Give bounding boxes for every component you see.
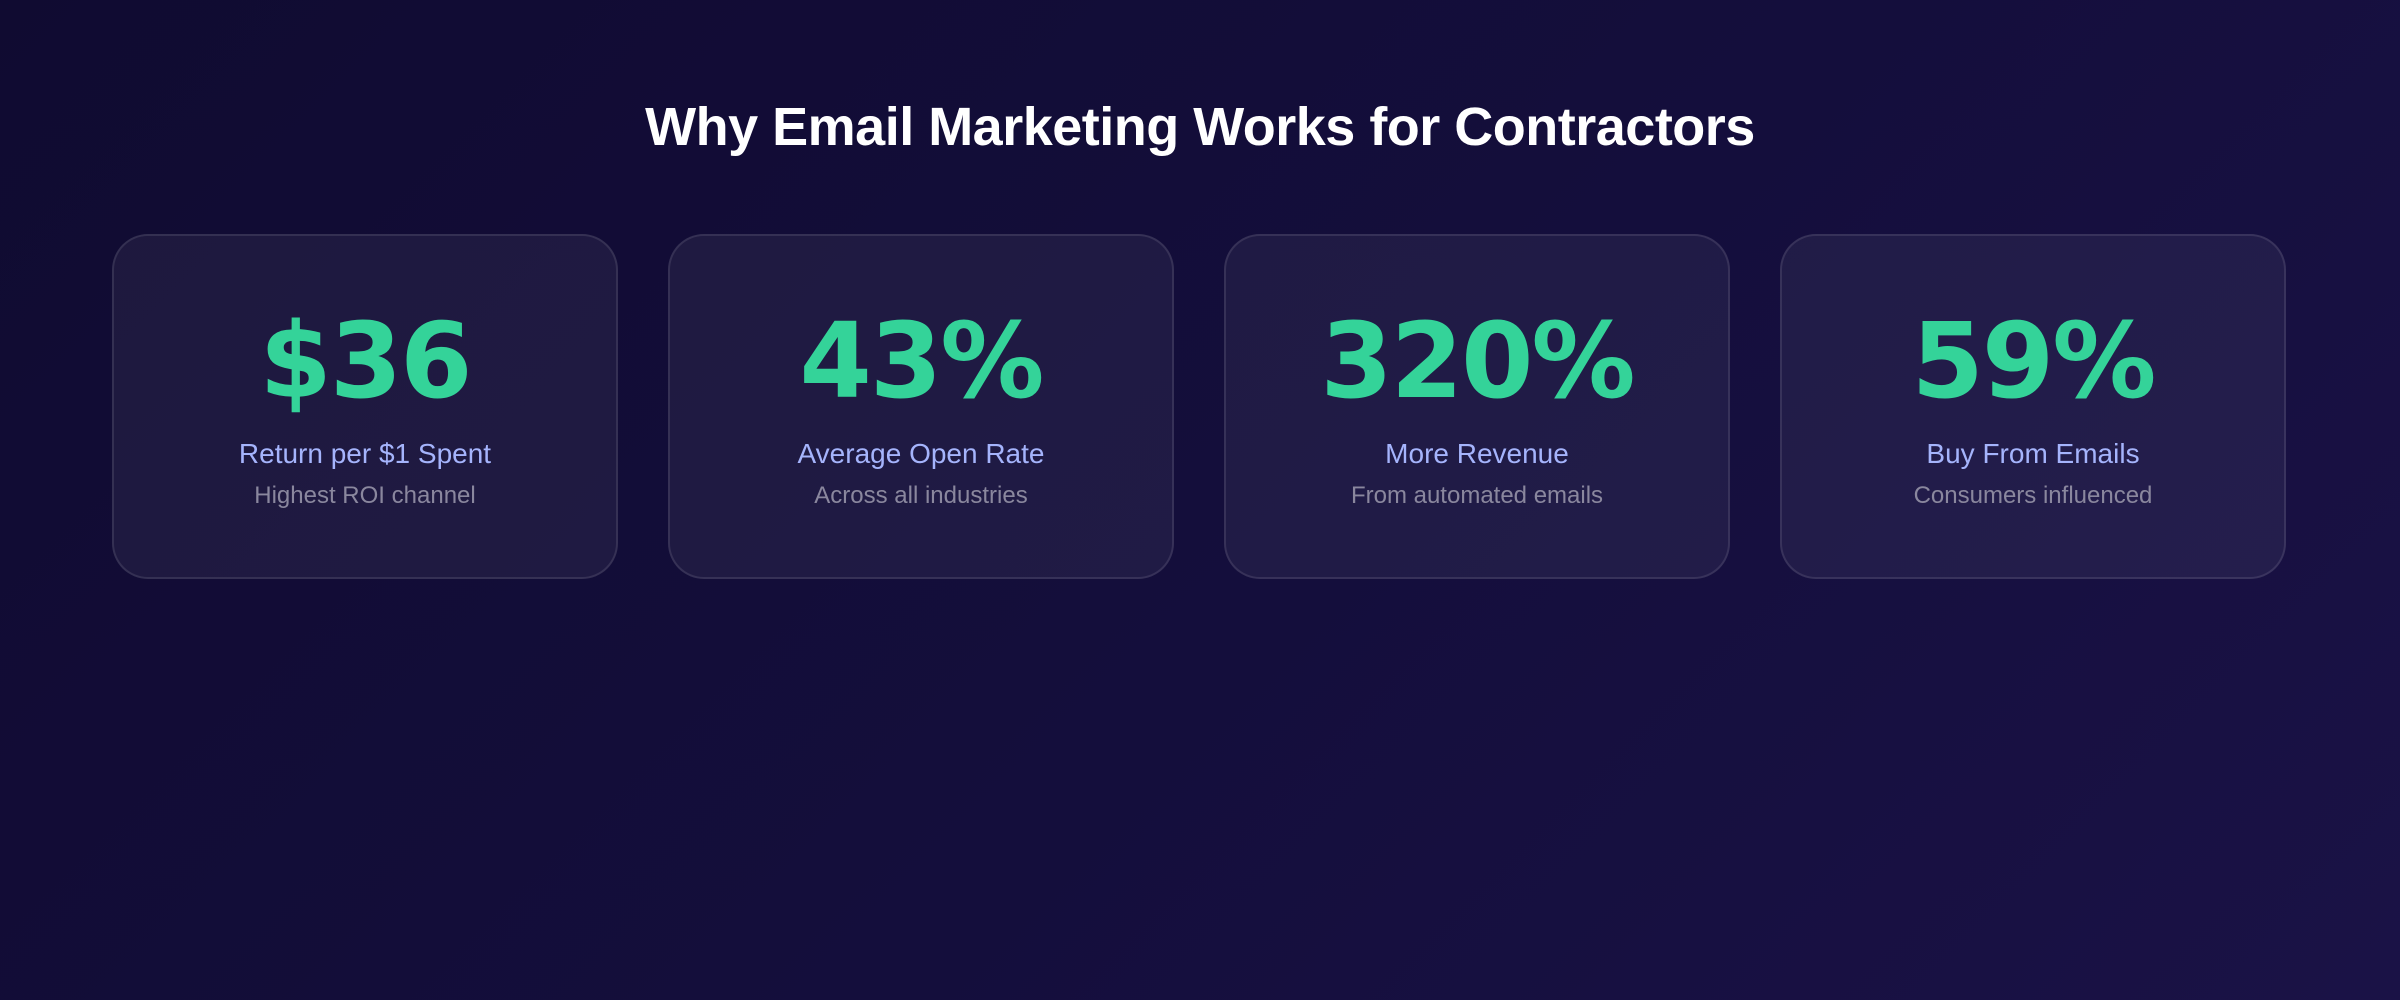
title: Why Email Marketing Works for Contractor…: [645, 97, 1755, 157]
stat-value: $36: [259, 300, 472, 422]
stat-card: 320% More Revenue From automated emails: [1224, 234, 1730, 579]
stat-caption: Consumers influenced: [1913, 482, 2153, 509]
stat-value: 59%: [1911, 300, 2157, 422]
stat-card: $36 Return per $1 Spent Highest ROI chan…: [112, 234, 618, 579]
stat-card: 59% Buy From Emails Consumers influenced: [1780, 234, 2286, 579]
stat-caption: Across all industries: [814, 482, 1028, 509]
card-row: $36 Return per $1 Spent Highest ROI chan…: [112, 234, 2288, 579]
stat-label: More Revenue: [1385, 438, 1569, 469]
stat-caption: Highest ROI channel: [254, 482, 476, 509]
stat-label: Return per $1 Spent: [238, 438, 492, 469]
stat-label: Average Open Rate: [797, 438, 1045, 469]
stat-card: 43% Average Open Rate Across all industr…: [668, 234, 1174, 579]
stat-caption: From automated emails: [1350, 482, 1604, 509]
stat-label: Buy From Emails: [1926, 438, 2140, 469]
stat-value: 320%: [1320, 300, 1635, 422]
stat-value: 43%: [799, 300, 1045, 422]
